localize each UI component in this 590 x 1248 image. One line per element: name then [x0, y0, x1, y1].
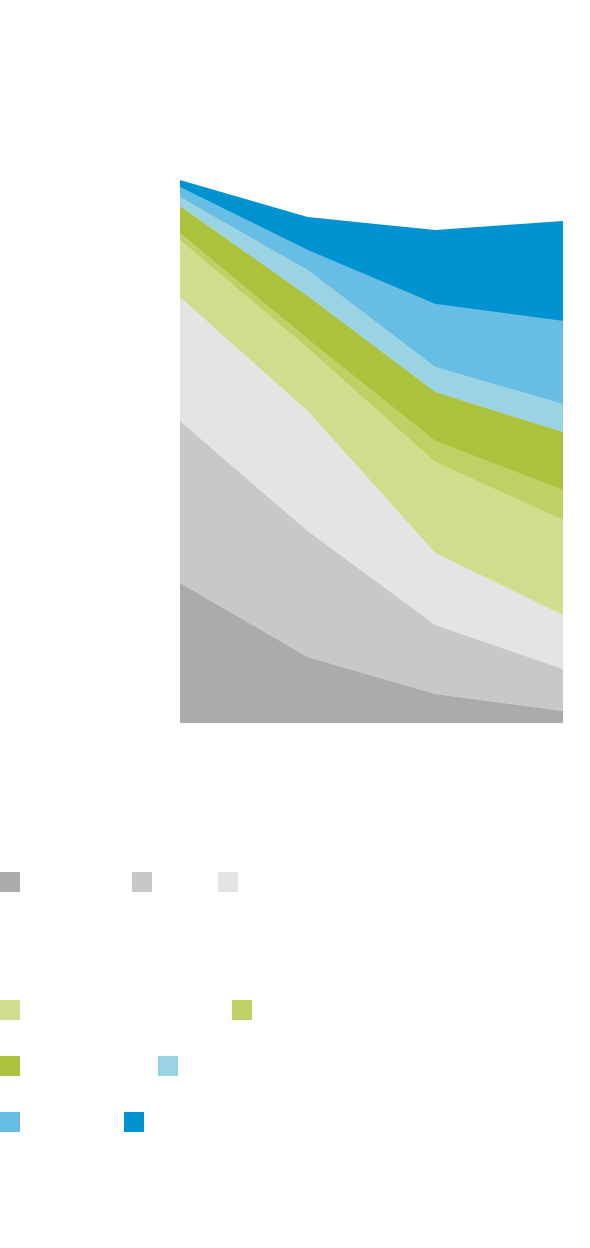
area — [180, 180, 563, 321]
area — [180, 233, 563, 520]
legend-swatch — [218, 872, 238, 892]
area — [180, 583, 563, 723]
area — [180, 187, 563, 404]
legend-swatch — [0, 872, 20, 892]
legend-swatch — [124, 1112, 144, 1132]
area — [180, 206, 563, 490]
area — [180, 197, 563, 432]
area — [180, 421, 563, 711]
legend-swatch — [232, 1000, 252, 1020]
legend-swatch — [0, 1000, 20, 1020]
legend-swatch — [0, 1112, 20, 1132]
legend-swatch — [132, 872, 152, 892]
area — [180, 240, 563, 615]
legend-swatch — [158, 1056, 178, 1076]
area — [180, 297, 563, 669]
legend-swatch — [0, 1056, 20, 1076]
